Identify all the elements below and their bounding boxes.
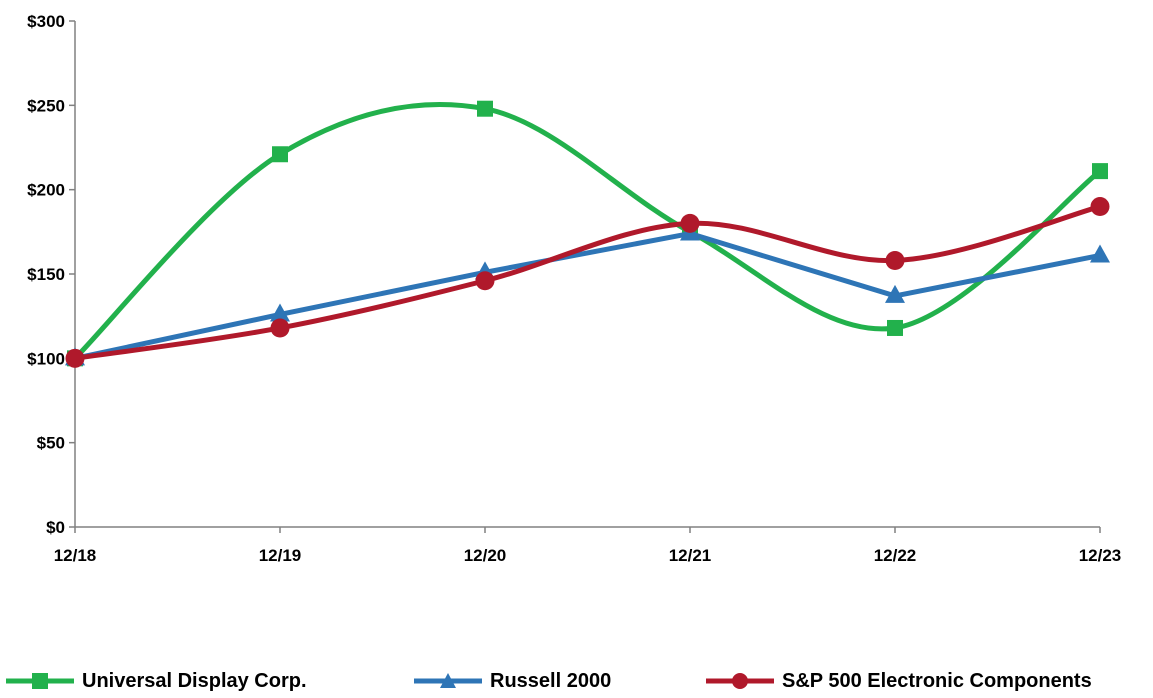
data-point-circle (270, 318, 290, 338)
legend-label: S&P 500 Electronic Components (782, 669, 1092, 692)
legend-item-russell-2000: Russell 2000 (410, 664, 611, 698)
data-point-triangle (1090, 244, 1110, 263)
x-tick-label: 12/23 (1079, 546, 1122, 565)
series-2 (65, 222, 1110, 366)
y-tick-label: $0 (46, 518, 65, 537)
legend: Universal Display Corp. Russell 2000 S&P… (0, 664, 1153, 698)
data-point-circle (65, 348, 85, 368)
y-tick-label: $250 (27, 96, 65, 115)
y-tick-label: $300 (27, 12, 65, 31)
data-point-circle (1090, 197, 1110, 217)
legend-label: Universal Display Corp. (82, 669, 307, 692)
data-point-square (1092, 163, 1108, 180)
series-line (72, 101, 1103, 361)
y-tick-label: $150 (27, 265, 65, 284)
y-tick-labels: $0 $50 $100 $150 $200 $250 $300 (27, 12, 65, 537)
legend-swatch-circle (706, 673, 774, 689)
legend-item-universal-display: Universal Display Corp. (2, 664, 307, 698)
data-point-square (887, 319, 903, 336)
x-tick-label: 12/18 (54, 546, 97, 565)
line-chart: $0 $50 $100 $150 $200 $250 $300 12/18 12/19 12/2… (27, 12, 1122, 565)
legend-swatch-square (6, 673, 74, 689)
x-tick-label: 12/22 (874, 546, 917, 565)
x-tick-label: 12/20 (464, 546, 507, 565)
x-tick-labels: 12/18 12/19 12/20 12/21 12/22 12/23 (54, 546, 1122, 565)
data-point-triangle (885, 284, 905, 303)
axes (69, 20, 1101, 533)
data-point-square (477, 100, 493, 117)
series-line (72, 204, 1103, 361)
legend-swatch-triangle (414, 673, 482, 688)
data-point-circle (475, 271, 495, 291)
y-tick-label: $100 (27, 349, 65, 368)
data-point-square (272, 146, 288, 163)
legend-item-sp500-electronic: S&P 500 Electronic Components (702, 664, 1092, 698)
x-tick-label: 12/19 (259, 546, 302, 565)
series-layer (65, 100, 1110, 368)
y-tick-label: $50 (37, 434, 65, 453)
data-point-triangle (270, 303, 290, 322)
data-point-circle (885, 251, 905, 271)
y-tick-label: $200 (27, 181, 65, 200)
x-tick-label: 12/21 (669, 546, 712, 565)
series-3 (65, 197, 1110, 368)
series-line (72, 231, 1103, 361)
data-point-circle (680, 213, 700, 233)
legend-label: Russell 2000 (490, 669, 612, 692)
